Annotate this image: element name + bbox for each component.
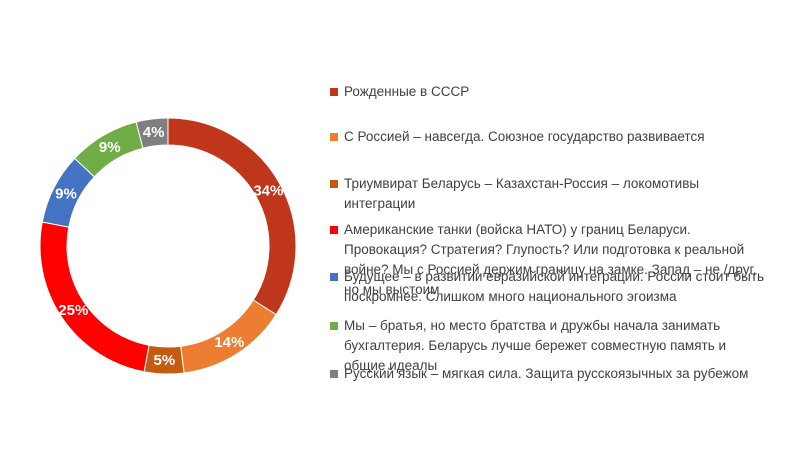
legend-item-1: Рожденные в СССР [330, 82, 770, 102]
legend-item-5: Будущее – в развитии евразийской интегра… [330, 267, 770, 307]
donut-slice-7 [135, 117, 169, 149]
legend-swatch-2 [330, 133, 338, 141]
legend-item-2: С Россией – навсегда. Союзное государств… [330, 127, 770, 147]
legend-item-6: Мы – братья, но место братства и дружбы … [330, 316, 770, 376]
legend-label-3: Триумвират Беларусь – Казахстан-Россия –… [344, 176, 700, 211]
chart-legend: Рожденные в СССР С Россией – навсегда. С… [330, 0, 790, 450]
legend-label-7: Русский язык – мягкая сила. Защита русск… [344, 366, 749, 381]
legend-item-7: Русский язык – мягкая сила. Защита русск… [330, 364, 770, 384]
slice-label-3: 5% [154, 352, 176, 369]
slice-label-5: 9% [55, 186, 77, 203]
donut-slice-1 [167, 117, 297, 316]
legend-swatch-6 [330, 322, 338, 330]
legend-label-6: Мы – братья, но место братства и дружбы … [344, 318, 727, 373]
slice-label-7: 4% [143, 124, 165, 141]
legend-swatch-3 [330, 180, 338, 188]
legend-swatch-7 [330, 370, 338, 378]
legend-label-4: Американские танки (войска НАТО) у грани… [344, 222, 757, 297]
legend-swatch-1 [330, 88, 338, 96]
legend-item-3: Триумвират Беларусь – Казахстан-Россия –… [330, 174, 770, 214]
legend-swatch-4 [330, 226, 338, 234]
donut-chart: 34% 14% 5% 25% 9% 9% 4% [39, 117, 297, 375]
legend-item-4: Американские танки (войска НАТО) у грани… [330, 220, 770, 300]
slice-label-1: 34% [253, 182, 283, 199]
legend-label-5: Будущее – в развитии евразийской интегра… [344, 269, 765, 304]
slice-label-6: 9% [99, 139, 121, 156]
slice-label-2: 14% [214, 334, 244, 351]
donut-slice-4 [39, 221, 150, 373]
legend-label-2: С Россией – навсегда. Союзное государств… [344, 129, 705, 144]
slice-label-4: 25% [58, 302, 88, 319]
legend-swatch-5 [330, 273, 338, 281]
donut-slices [39, 117, 297, 375]
donut-labels: 34% 14% 5% 25% 9% 9% 4% [55, 124, 283, 369]
legend-label-1: Рожденные в СССР [344, 84, 470, 99]
